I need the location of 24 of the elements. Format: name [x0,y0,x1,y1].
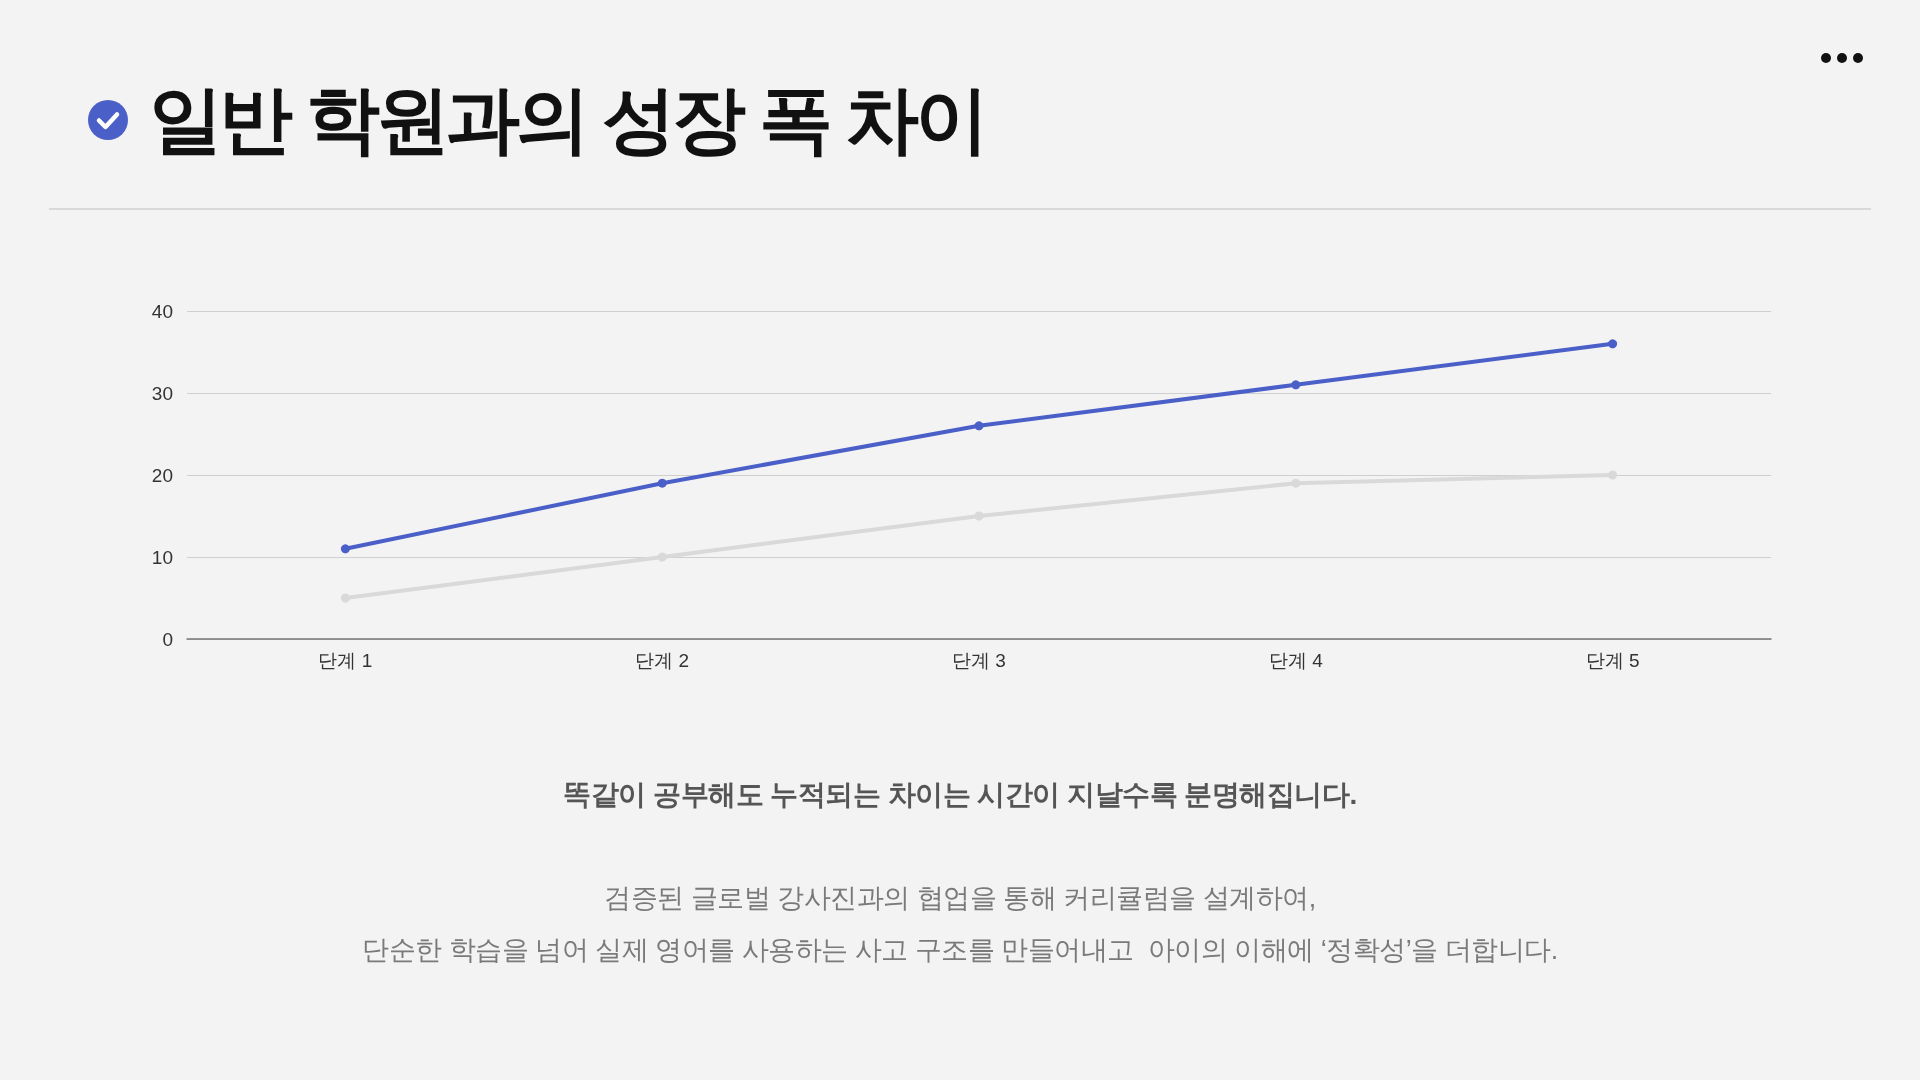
text: 단순한 학습을 넘어 실제 영어를 사용하는 사고 구조를 만들어내고 아이의 이해에 ‘정확성’을 더합니다. [361,934,1559,967]
point [974,421,984,431]
point [974,511,984,521]
y-tick-label: 30 [151,382,173,404]
text: 검증된 글로벌 강사진과의 협업을 통해 커리큘럼을 설계하여, [603,882,1317,915]
x-tick-label: 단계 2 [635,650,690,671]
chart-title: 일반 학원과의 성장 폭 차이 [149,77,986,163]
point [1291,380,1301,390]
point [340,544,350,554]
point [1608,339,1618,349]
x-tick-label: 단계 5 [1585,650,1640,671]
text: 똑같이 공부해도 누적되는 차이는 시간이 지날수록 분명해집니다. [562,778,1358,812]
point [657,478,667,488]
point [340,593,350,603]
y-tick-label: 20 [151,464,173,486]
x-tick-label: 단계 3 [952,650,1006,671]
point [1608,470,1618,480]
y-tick-label: 0 [162,628,173,650]
y-tick-label: 10 [151,546,173,568]
y-tick-label: 40 [151,300,173,322]
point [1291,478,1301,488]
x-tick-label: 단계 1 [318,650,373,671]
x-tick-label: 단계 4 [1268,650,1324,671]
point [657,552,667,562]
